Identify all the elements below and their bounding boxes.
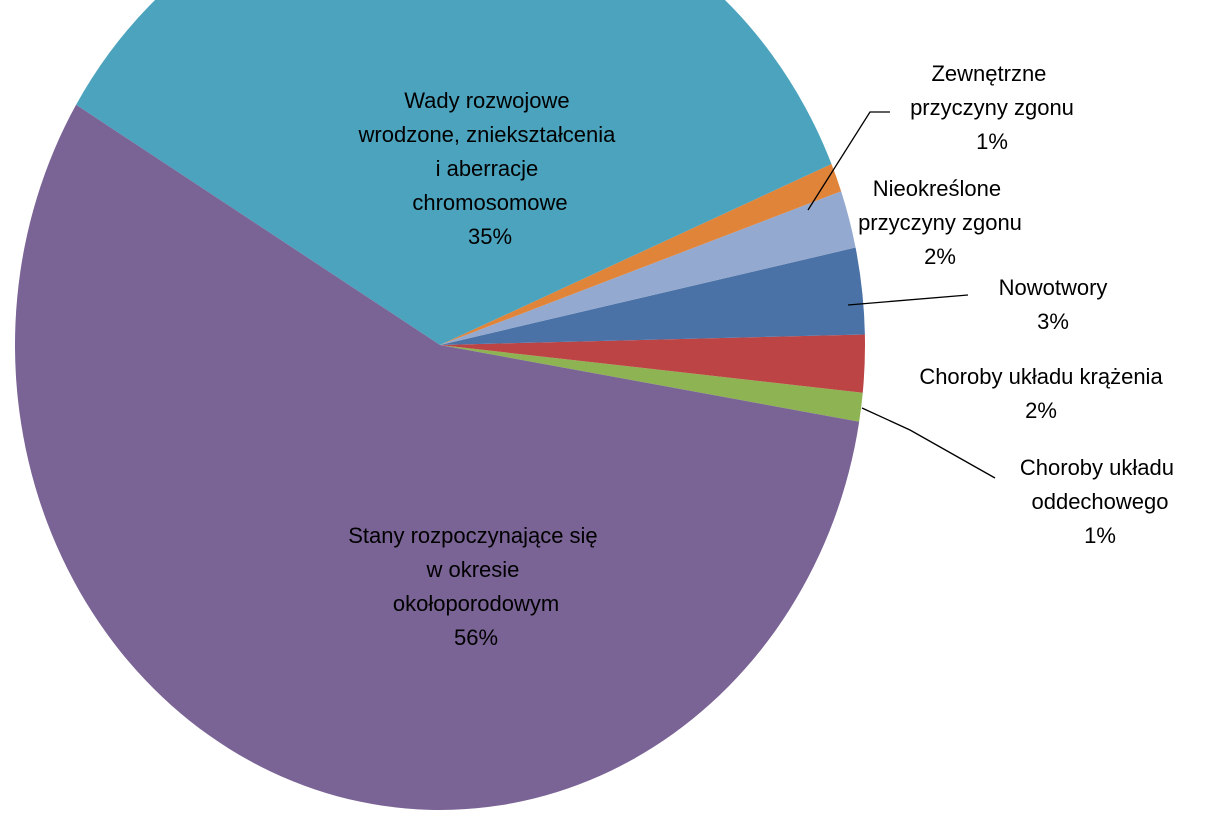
slice-label: Stany rozpoczynające się w okresie około…: [348, 523, 604, 616]
pie-slice: [440, 247, 865, 345]
label-line: przyczyny zgonu: [910, 95, 1074, 120]
leader-line: [807, 111, 890, 211]
labels: Choroby układu oddechowego 1% Choroby ukła…: [348, 61, 1180, 650]
label-line: Choroby układu krążenia: [919, 364, 1163, 389]
label-line: oddechowego: [1031, 489, 1168, 514]
label-line: Choroby układu: [1020, 455, 1180, 480]
slice-value-label: 1%: [1084, 523, 1116, 548]
label-line: wrodzone, zniekształcenia: [358, 122, 622, 147]
slice-label: Nieokreślone przyczyny zgonu: [858, 176, 1022, 235]
label-line: i aberracje: [436, 156, 545, 181]
slice-value-label: 3%: [1037, 309, 1069, 334]
label-line: Stany rozpoczynające się: [348, 523, 604, 548]
slice-value-label: 56%: [454, 625, 498, 650]
pie-slice: [76, 0, 832, 345]
slices: [15, 0, 865, 810]
slice-label: Choroby układu krążenia: [919, 364, 1163, 389]
label-line: Zewnętrzne: [931, 61, 1052, 86]
label-line: Wady rozwojowe: [404, 88, 576, 113]
label-line: chromosomowe: [412, 190, 567, 215]
pie-slice: [440, 191, 856, 345]
label-line: okołoporodowym: [393, 591, 559, 616]
slice-label: Zewnętrzne przyczyny zgonu: [910, 61, 1074, 120]
slice-value-label: 2%: [1025, 398, 1057, 423]
pie-slice: [15, 104, 860, 810]
label-line: w okresie: [425, 557, 525, 582]
slice-label: Choroby układu oddechowego: [1020, 455, 1180, 514]
label-line: Nieokreślone: [873, 176, 1008, 201]
slice-label: Nowotwory: [999, 275, 1108, 300]
slice-value-label: 35%: [468, 224, 512, 249]
slice-value-label: 1%: [976, 129, 1008, 154]
pie-slice: [440, 164, 842, 345]
slice-label: Wady rozwojowe wrodzone, zniekształcenia…: [358, 88, 622, 215]
leader-line: [847, 294, 969, 306]
slice-value-label: 2%: [924, 244, 956, 269]
label-line: przyczyny zgonu: [858, 210, 1022, 235]
label-line: Nowotwory: [999, 275, 1108, 300]
leader-line: [861, 407, 996, 479]
pie-slice: [440, 345, 863, 422]
pie-slice: [440, 334, 865, 393]
